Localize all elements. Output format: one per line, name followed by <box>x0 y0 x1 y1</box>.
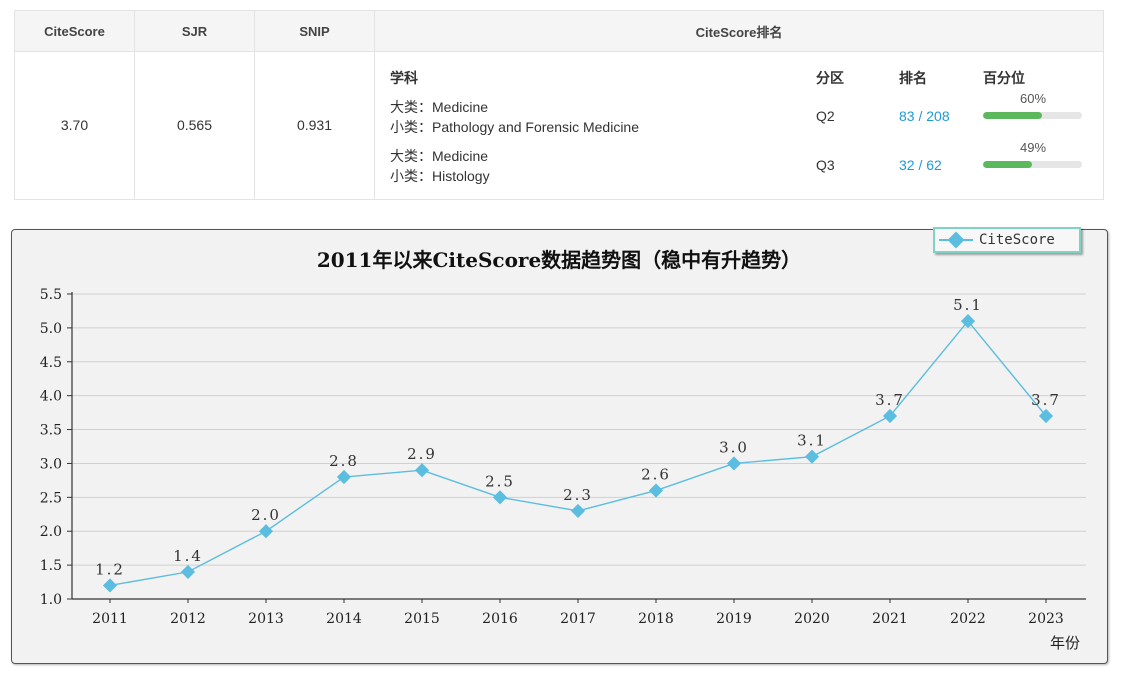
data-point <box>180 564 196 579</box>
x-tick-label: 2016 <box>482 611 518 627</box>
series-line <box>109 320 1047 587</box>
data-point <box>960 314 976 329</box>
x-tick-label: 2011 <box>92 611 128 627</box>
percentile-label-2: 49% <box>1019 140 1047 155</box>
x-tick-label: 2019 <box>716 611 752 627</box>
percentile-bar-2 <box>983 161 1082 168</box>
data-point <box>648 483 664 498</box>
metrics-table: CiteScore SJR SNIP CiteScore排名 3.70 0.56… <box>14 10 1104 200</box>
header-sjr: SJR <box>135 11 255 51</box>
x-tick-label: 2015 <box>404 611 440 627</box>
data-point <box>258 524 274 539</box>
data-point <box>336 469 352 485</box>
percentile-fill-1 <box>983 112 1043 119</box>
data-label: 2.0 <box>251 506 281 524</box>
y-tick-label: 4.0 <box>40 389 62 405</box>
header-citescore: CiteScore <box>15 11 135 51</box>
x-axis-label: 年份 <box>1050 634 1080 652</box>
data-label: 2.6 <box>641 466 671 484</box>
data-point <box>414 463 430 478</box>
table-header: CiteScore SJR SNIP CiteScore排名 <box>15 11 1103 52</box>
x-tick-label: 2012 <box>170 611 206 627</box>
subject-minor-1: 小类：Pathology and Forensic Medicine <box>390 119 640 135</box>
x-tick-label: 2013 <box>248 611 284 627</box>
x-tick-label: 2018 <box>638 611 674 627</box>
x-tick-label: 2023 <box>1028 611 1064 627</box>
ranking-header-subject: 学科 <box>390 70 418 86</box>
data-label: 3.7 <box>875 391 905 409</box>
chart-legend[interactable]: CiteScore <box>933 227 1081 253</box>
data-label: 2.9 <box>407 445 437 463</box>
chart-title: 2011年以来CiteScore数据趋势图（稳中有升趋势） <box>317 248 801 272</box>
y-tick-label: 2.0 <box>40 524 62 540</box>
percentile-bar-1 <box>983 112 1082 119</box>
data-label: 3.7 <box>1031 391 1061 409</box>
rank-link-2[interactable]: 32 / 62 <box>899 157 942 173</box>
data-point <box>726 456 742 471</box>
y-tick-label: 3.0 <box>40 456 62 472</box>
data-label: 2.8 <box>329 452 359 470</box>
data-point <box>570 503 586 518</box>
axes: 1.0 1.5 2.0 2.5 3.0 3.5 4.0 4.5 5.0 5.5 2011 2012 20… <box>40 287 1086 627</box>
ranking-header-quartile: 分区 <box>816 70 844 86</box>
y-tick-label: 2.5 <box>40 490 62 506</box>
chart-canvas: 2011年以来CiteScore数据趋势图（稳中有升趋势） 1.0 1.5 2.0 2… <box>40 248 1086 652</box>
quartile-1: Q2 <box>816 108 835 124</box>
data-label: 3.0 <box>719 438 749 456</box>
x-tick-label: 2021 <box>872 611 908 627</box>
citescore-trend-chart: 2011年以来CiteScore数据趋势图（稳中有升趋势） 1.0 1.5 2.0 2… <box>11 227 1108 664</box>
citescore-value: 3.70 <box>15 51 135 199</box>
y-tick-label: 5.5 <box>40 287 62 303</box>
x-tick-label: 2020 <box>794 611 830 627</box>
x-tick-label: 2022 <box>950 611 986 627</box>
header-snip: SNIP <box>255 11 375 51</box>
snip-value: 0.931 <box>255 51 375 199</box>
series-citescore: 1.2 1.4 2.0 2.8 2.9 2.5 2.3 2.6 3.0 3.1 3.7 5.1 3.7 <box>95 296 1061 593</box>
grid-lines <box>72 293 1086 566</box>
subject-major-2: 大类：Medicine <box>390 148 489 164</box>
percentile-label-1: 60% <box>1019 91 1047 106</box>
ranking-panel: 学科 分区 排名 百分位 大类：Medicine 小类：Pathology an… <box>375 51 1103 199</box>
legend-marker-icon <box>939 231 973 249</box>
quartile-2: Q3 <box>816 157 835 173</box>
data-point <box>492 490 508 505</box>
legend-label: CiteScore <box>979 232 1055 248</box>
sjr-value: 0.565 <box>135 51 255 199</box>
data-label: 1.4 <box>173 547 203 565</box>
ranking-header-rank: 排名 <box>899 70 927 86</box>
rank-link-1[interactable]: 83 / 208 <box>899 108 950 124</box>
subject-minor-2: 小类：Histology <box>390 168 490 184</box>
x-tick-label: 2014 <box>326 611 362 627</box>
percentile-fill-2 <box>983 161 1032 168</box>
data-label: 2.3 <box>563 486 593 504</box>
y-tick-label: 5.0 <box>40 321 62 337</box>
header-citescore-rank: CiteScore排名 <box>695 24 783 40</box>
data-point <box>882 408 898 424</box>
data-label: 3.1 <box>797 432 827 450</box>
data-point <box>804 449 820 464</box>
y-tick-label: 4.5 <box>40 355 62 371</box>
y-tick-label: 3.5 <box>40 423 62 439</box>
x-tick-label: 2017 <box>560 611 596 627</box>
y-tick-label: 1.5 <box>40 558 62 574</box>
data-point <box>102 578 118 593</box>
data-label: 2.5 <box>485 472 515 490</box>
data-label: 5.1 <box>953 296 983 314</box>
subject-major-1: 大类：Medicine <box>390 99 489 115</box>
data-point <box>1038 408 1054 424</box>
data-label: 1.2 <box>95 560 125 578</box>
y-tick-label: 1.0 <box>40 592 62 608</box>
ranking-header-percentile: 百分位 <box>983 70 1025 86</box>
